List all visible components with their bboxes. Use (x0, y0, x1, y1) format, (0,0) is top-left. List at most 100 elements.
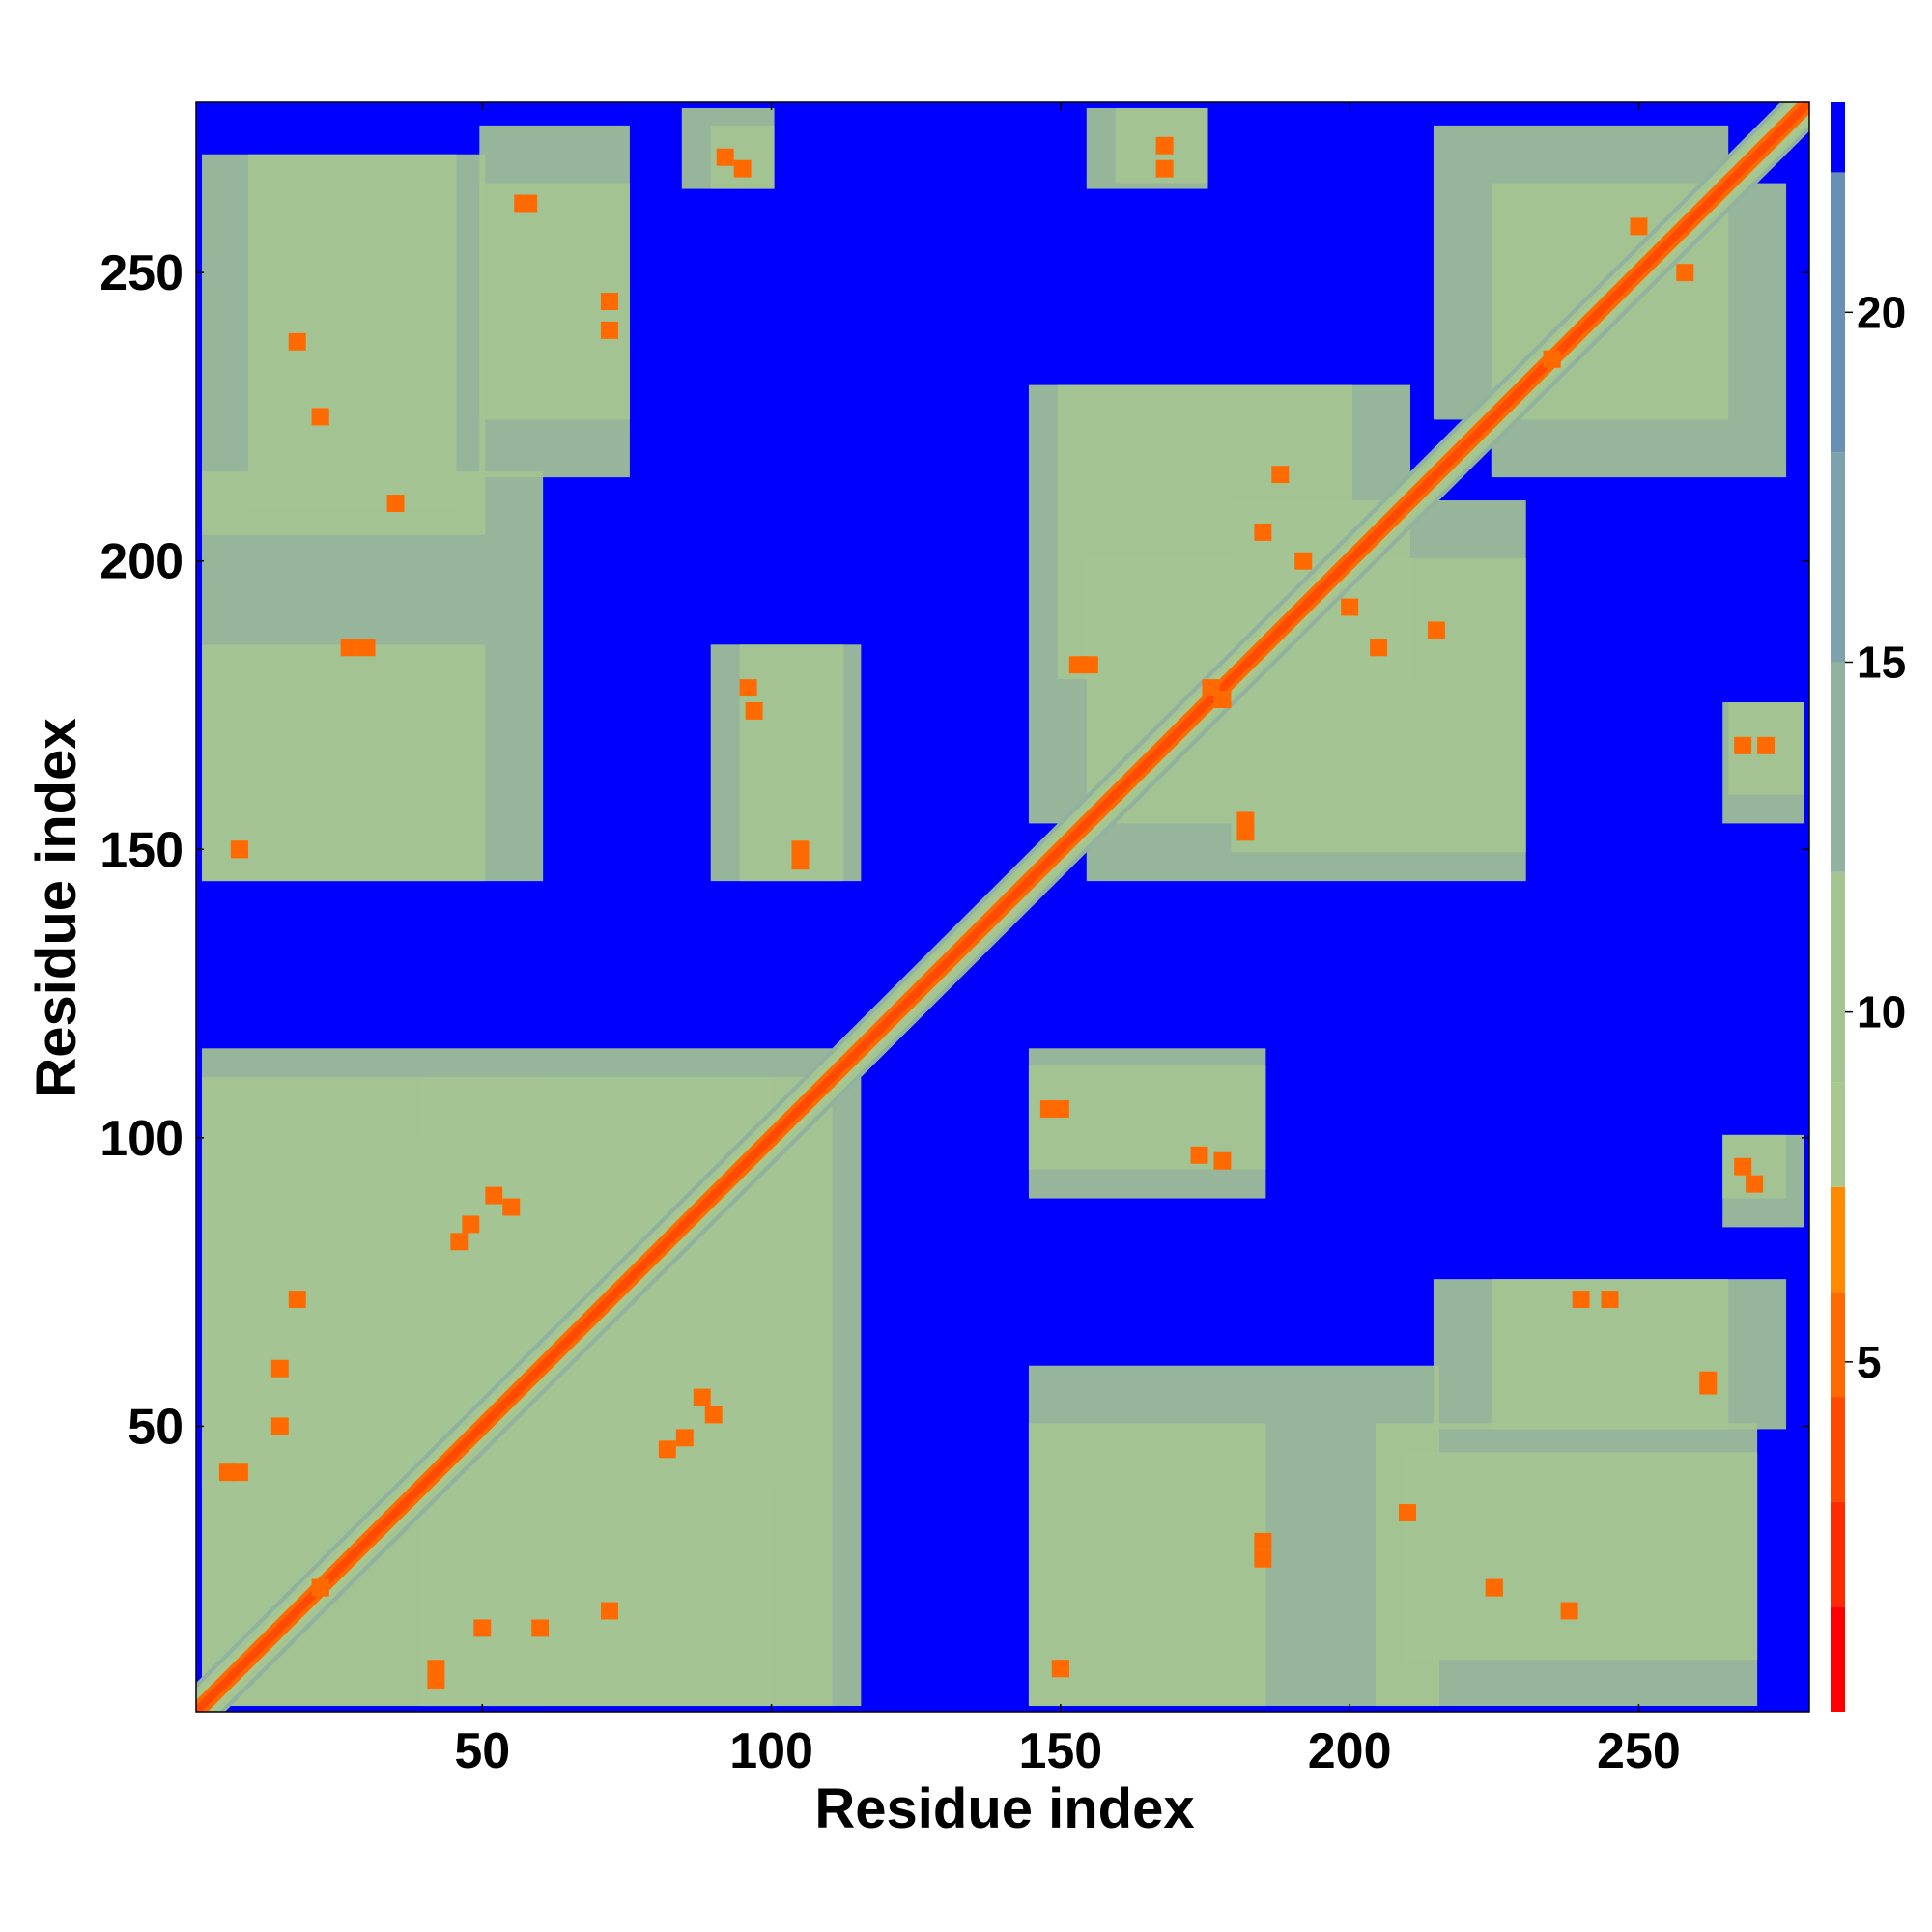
diagonal-band-1 (196, 102, 1809, 1712)
colorbar-bin-7 (1831, 662, 1845, 872)
close-contact-17 (600, 293, 618, 310)
close-contact-10 (745, 702, 763, 720)
close-contact-9 (693, 1388, 711, 1406)
close-contact-10-mirror (1190, 1146, 1208, 1164)
close-contact-4 (531, 1619, 550, 1637)
close-contact-20-mirror (791, 852, 810, 870)
contact-region-16 (681, 107, 775, 189)
plot-frame (195, 101, 1810, 1713)
y-axis-ticks: 50 100 150 200 250 (99, 245, 1809, 1455)
heatmap-plot-area (196, 102, 1809, 1712)
close-contact-33-mirror (1427, 621, 1445, 639)
x-axis-ticks: 50 100 150 200 250 (454, 102, 1681, 1779)
close-contact-33 (1271, 466, 1290, 484)
close-contact-30-mirror (1202, 679, 1220, 697)
diagonal-band-0 (196, 102, 1809, 1712)
contact-region-17-mirror (1722, 702, 1804, 824)
close-contact-18 (716, 148, 734, 166)
close-contact-32 (1370, 639, 1388, 657)
close-contact-25-mirror (600, 321, 618, 339)
colorbar-bin-9 (1831, 172, 1845, 453)
close-contact-20 (1039, 1100, 1058, 1118)
close-contact-35 (1630, 217, 1648, 236)
close-contact-18-mirror (1746, 1175, 1764, 1193)
colorbar-ticks: 5 10 15 20 (1845, 287, 1906, 1387)
close-contact-14-mirror (1560, 1602, 1578, 1620)
close-contact-32-mirror (1254, 523, 1272, 541)
close-contact-2-mirror (311, 1578, 329, 1597)
close-contact-13-mirror (1254, 1532, 1272, 1550)
colorbar-bin-10 (1831, 102, 1845, 173)
close-contact-37 (1155, 136, 1174, 155)
colorbar-bin-1 (1831, 1501, 1845, 1607)
y-axis-title: Residue index (25, 718, 88, 1097)
y-tick-label-200: 200 (99, 534, 184, 590)
close-contact-29 (1236, 823, 1255, 841)
contact-region-15-mirror (1491, 1279, 1787, 1430)
close-contact-19 (1051, 1660, 1069, 1678)
close-contact-37-mirror (1757, 736, 1776, 754)
close-contact-1 (270, 1417, 289, 1435)
y-tick-label-50: 50 (128, 1399, 184, 1455)
close-contact-6-mirror (675, 1429, 694, 1447)
contact-region-15 (479, 125, 630, 420)
close-contact-21-mirror (739, 679, 757, 697)
x-tick-label-150: 150 (1018, 1723, 1102, 1779)
close-contact-31-mirror (1341, 598, 1359, 616)
close-contact-27 (1734, 1157, 1752, 1176)
close-contact-5-mirror (288, 1291, 306, 1309)
close-contact-4-mirror (270, 1359, 289, 1378)
close-contact-3 (427, 1660, 445, 1678)
close-contact-36 (1734, 736, 1752, 754)
contact-region-17 (1086, 107, 1208, 189)
colorbar-bin-0 (1831, 1606, 1845, 1712)
close-contact-7 (485, 1186, 503, 1205)
close-contact-27-mirror (733, 159, 752, 178)
close-contact-22-mirror (340, 639, 358, 657)
close-contact-17-mirror (1601, 1291, 1619, 1309)
contact-region-14-mirror (1376, 1423, 1758, 1707)
colorbar-bin-2 (1831, 1397, 1845, 1502)
close-contact-6 (462, 1215, 480, 1234)
colorbar-tick-label-5: 5 (1857, 1337, 1882, 1387)
contact-region-12 (201, 644, 486, 882)
close-contact-3-mirror (230, 1463, 248, 1482)
close-contact-9-mirror (502, 1198, 521, 1216)
close-contact-35-mirror (1676, 264, 1694, 282)
colorbar-bin-5 (1831, 1082, 1845, 1187)
colorbar-tick-label-20: 20 (1857, 287, 1906, 337)
close-contact-13 (357, 639, 376, 657)
close-contact-26 (1699, 1377, 1718, 1395)
close-contact-19-mirror (230, 840, 248, 859)
colorbar-tick-label-10: 10 (1857, 987, 1906, 1037)
x-axis-title: Residue index (814, 1777, 1194, 1840)
close-contact-26-mirror (514, 194, 532, 213)
close-contact-1-mirror (473, 1619, 492, 1637)
x-tick-label-250: 250 (1597, 1723, 1681, 1779)
colorbar-bin-4 (1831, 1186, 1845, 1293)
x-tick-label-100: 100 (729, 1723, 813, 1779)
y-tick-label-150: 150 (99, 822, 184, 878)
close-contact-24 (1485, 1578, 1503, 1597)
colorbar-tick-label-15: 15 (1857, 637, 1906, 687)
x-tick-label-50: 50 (454, 1723, 510, 1779)
y-tick-label-250: 250 (99, 245, 184, 301)
colorbar-bin-6 (1831, 871, 1845, 1083)
contact-region-14 (201, 154, 486, 535)
colorbar-bin-3 (1831, 1292, 1845, 1398)
close-contact-29-mirror (1068, 656, 1087, 674)
contact-region-12-mirror (1028, 1423, 1266, 1707)
close-contact-31 (1294, 552, 1313, 570)
close-contact-36-mirror (1155, 159, 1174, 178)
close-contact-8-mirror (450, 1233, 469, 1251)
colorbar (1831, 102, 1845, 1712)
close-contact-25 (1572, 1291, 1590, 1309)
x-tick-label-200: 200 (1308, 1723, 1392, 1779)
close-contact-23-mirror (386, 495, 405, 512)
close-contact-24-mirror (311, 408, 329, 426)
close-contact-7-mirror (704, 1406, 723, 1424)
close-contact-23 (1399, 1504, 1416, 1521)
close-contact-22 (1254, 1549, 1272, 1568)
close-contact-5 (600, 1602, 618, 1620)
